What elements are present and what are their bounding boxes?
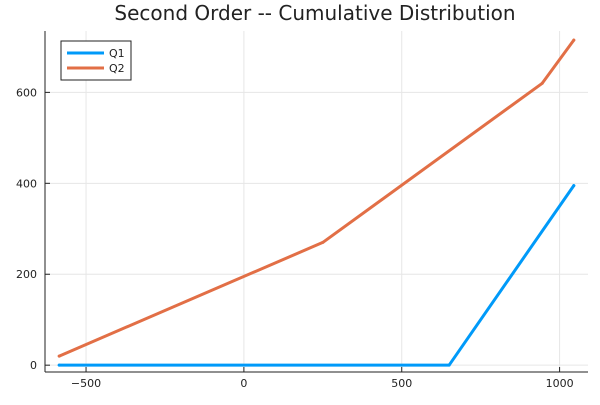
x-tick-label-2: 500 bbox=[391, 377, 412, 390]
data-point-q2-0 bbox=[57, 354, 61, 358]
x-tick-label-0: −500 bbox=[71, 377, 101, 390]
data-point-q1-1 bbox=[447, 363, 451, 367]
data-point-q2-3 bbox=[572, 38, 576, 42]
series-line-q2 bbox=[57, 38, 576, 358]
data-point-q1-0 bbox=[57, 363, 61, 367]
x-tick-label-3: 1000 bbox=[546, 377, 574, 390]
grid-lines bbox=[45, 31, 588, 372]
y-tick-label-3: 600 bbox=[16, 86, 37, 99]
data-point-q1-2 bbox=[572, 184, 576, 188]
x-tick-label-1: 0 bbox=[240, 377, 247, 390]
y-tick-label-1: 200 bbox=[16, 268, 37, 281]
tick-labels: −500 0 500 1000 0 200 400 600 bbox=[16, 86, 574, 390]
data-point-q2-2 bbox=[540, 81, 544, 85]
series-lines bbox=[57, 38, 576, 367]
data-point-q2-1 bbox=[321, 240, 325, 244]
legend-box bbox=[60, 40, 132, 81]
y-tick-label-0: 0 bbox=[30, 359, 37, 372]
axes bbox=[44, 31, 588, 373]
y-tick-label-2: 400 bbox=[16, 177, 37, 190]
legend-label-q2: Q2 bbox=[109, 62, 125, 75]
legend-label-q1: Q1 bbox=[109, 47, 125, 60]
legend: Q1 Q2 bbox=[60, 40, 132, 81]
chart-title: Second Order -- Cumulative Distribution bbox=[114, 1, 515, 25]
